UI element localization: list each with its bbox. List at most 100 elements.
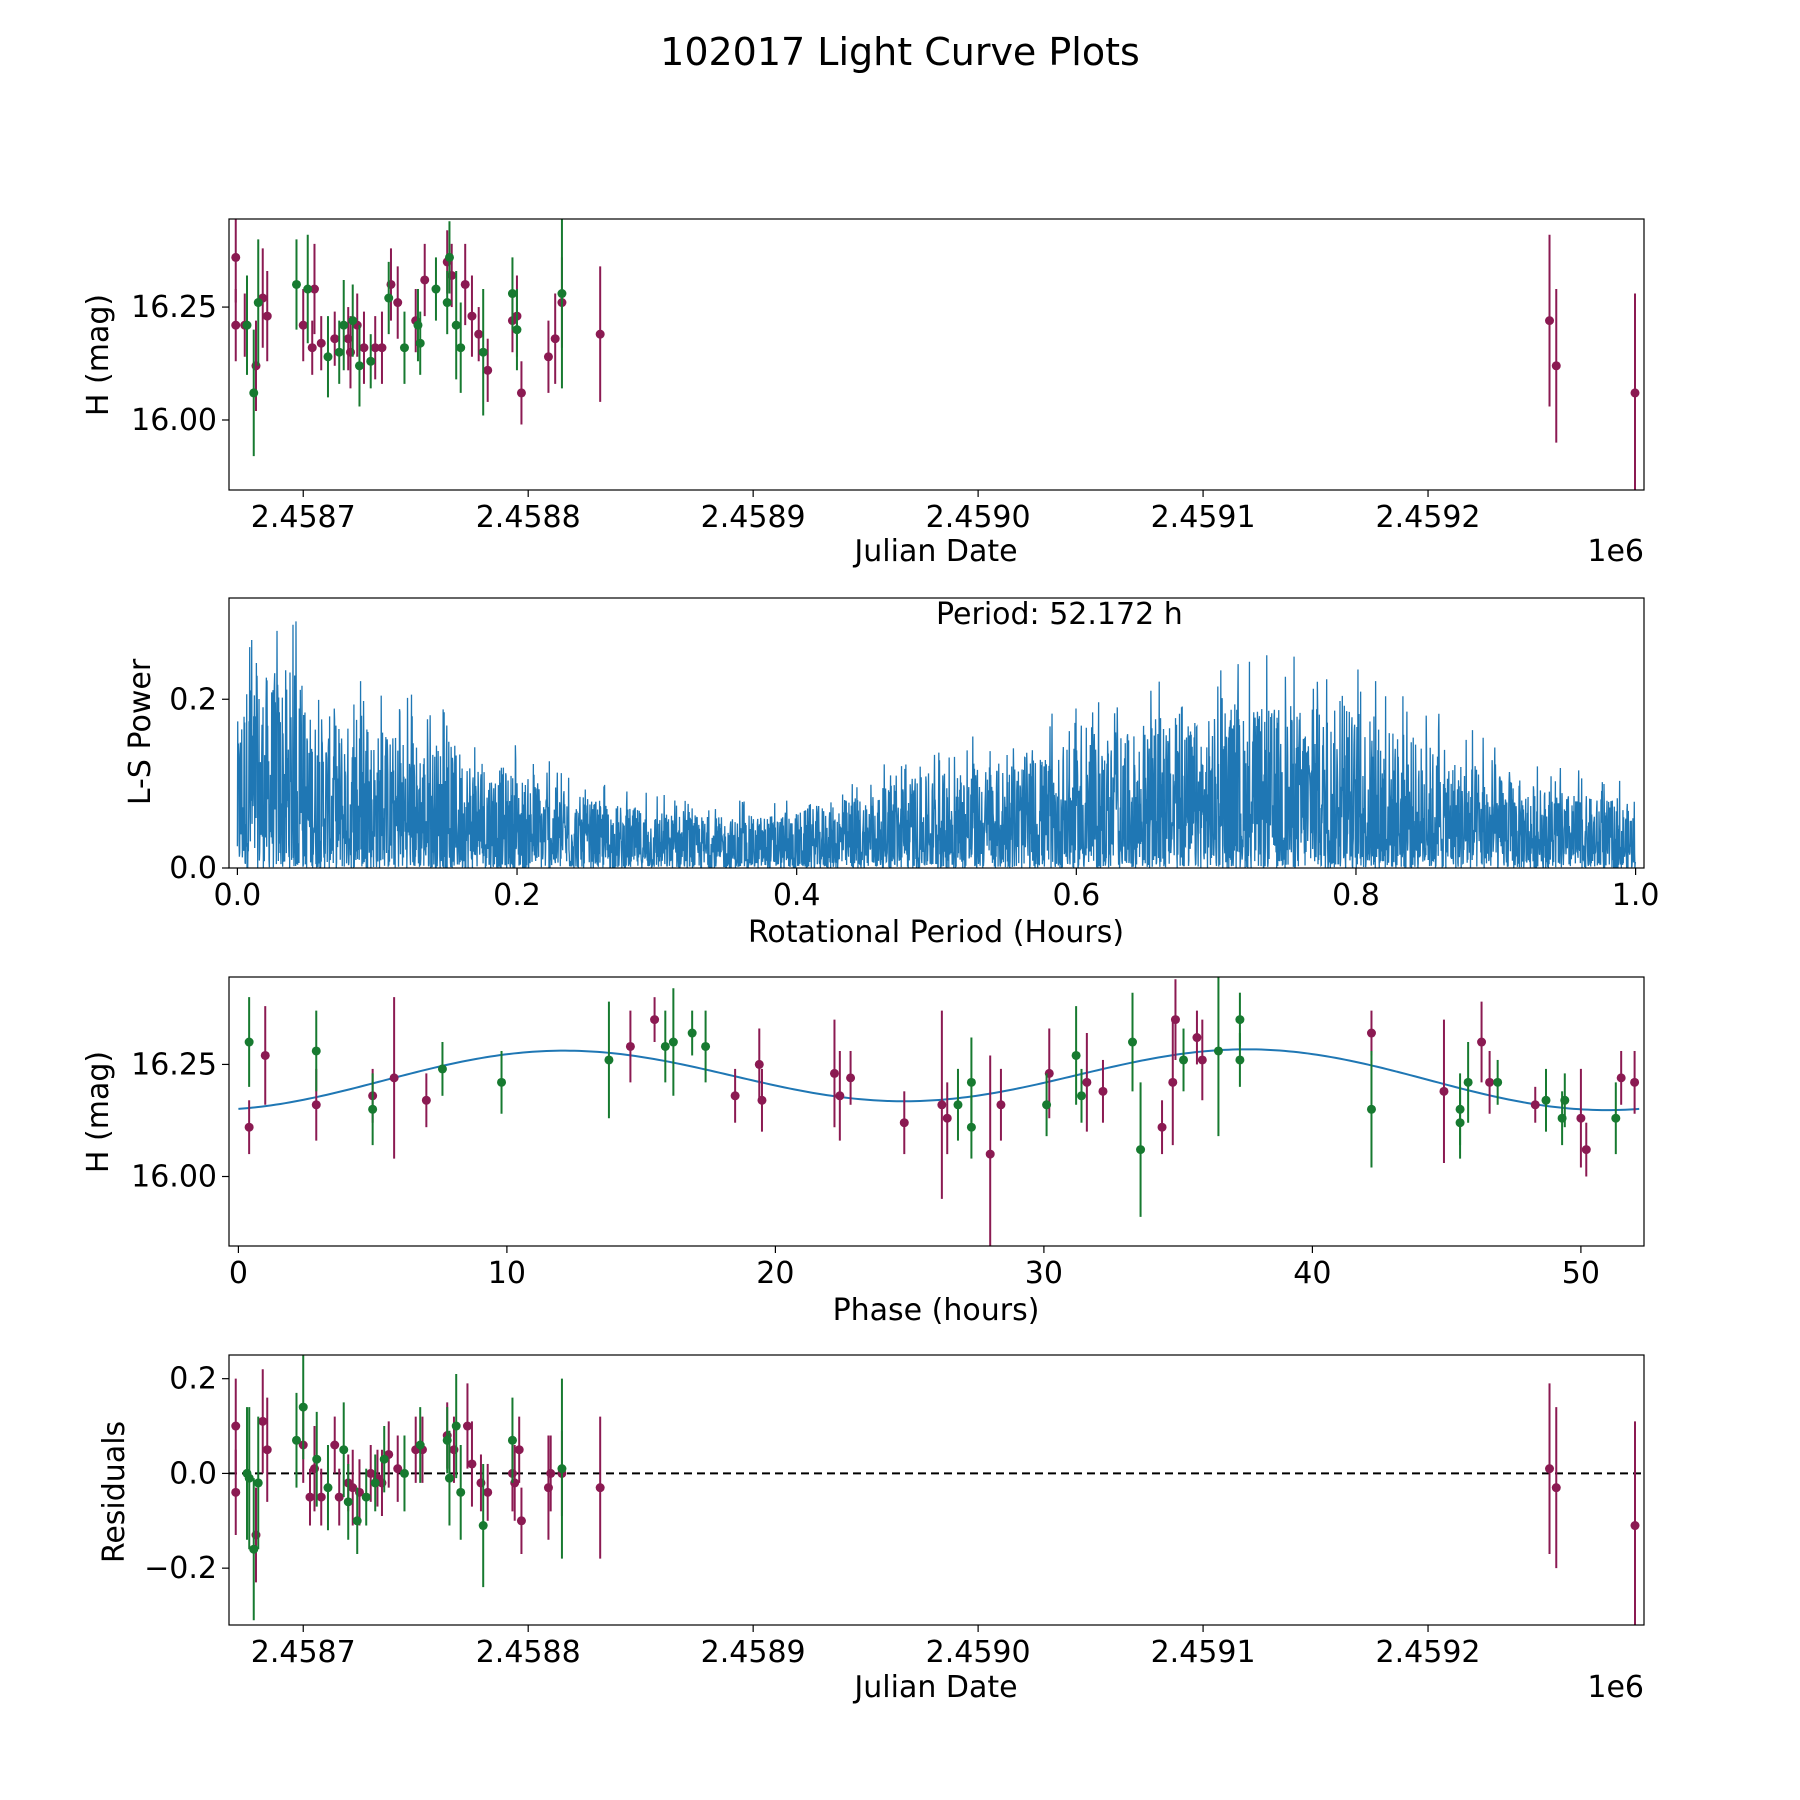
phased-green-point <box>1128 1037 1138 1047</box>
phased-xlabel: Phase (hours) <box>833 1293 1040 1328</box>
periodogram-frame <box>228 597 1645 869</box>
lightcurve-green-point <box>456 343 466 353</box>
residuals-green-point <box>379 1454 389 1464</box>
lightcurve-magenta-point <box>370 343 380 353</box>
phased-magenta-point <box>1170 1015 1180 1025</box>
residuals-green-point <box>415 1440 425 1450</box>
residuals-green-point <box>343 1497 353 1507</box>
lightcurve-green-point <box>451 320 461 330</box>
period-annotation: Period: 52.172 h <box>936 597 1183 632</box>
residuals-panel: Residuals Julian Date 1e6 2.4587 2.4588 2.… <box>97 1354 1645 1705</box>
periodogram-ylabel: L-S Power <box>123 658 158 805</box>
phased-green-point <box>701 1041 711 1051</box>
periodogram-xtick-label: 0.4 <box>773 878 821 913</box>
periodogram-xtick-label: 0.0 <box>214 878 262 913</box>
phased-magenta-point <box>835 1091 845 1101</box>
phased-green-point <box>1611 1113 1621 1123</box>
lightcurve-green-point <box>415 338 425 348</box>
phased-green-point <box>1235 1015 1245 1025</box>
residuals-green-point <box>249 1544 259 1554</box>
lightcurve-green-point <box>303 284 313 294</box>
lightcurve-magenta-point <box>262 311 272 321</box>
lightcurve-magenta-point <box>543 352 553 362</box>
lightcurve-magenta-point <box>393 298 403 308</box>
phased-magenta-point <box>730 1091 740 1101</box>
phased-green-point <box>1071 1050 1081 1060</box>
phased-panel: H (mag) Phase (hours) 0 10 20 30 40 50 16.00 16… <box>81 976 1645 1328</box>
lightcurve-magenta-point <box>420 275 430 285</box>
residuals-magenta-point <box>514 1445 524 1455</box>
lightcurve-xlabel: Julian Date <box>852 534 1017 569</box>
residuals-points <box>231 1355 1640 1625</box>
phased-xtick-label: 40 <box>1293 1256 1331 1291</box>
phased-green-point <box>1541 1095 1551 1105</box>
phased-magenta-point <box>1485 1077 1495 1087</box>
lightcurve-green-point <box>354 361 364 371</box>
residuals-magenta-point <box>334 1492 344 1502</box>
residuals-xtick-label: 2.4590 <box>926 1635 1031 1670</box>
residuals-magenta-point <box>348 1483 358 1493</box>
lightcurve-frame <box>228 218 1645 491</box>
phased-green-point <box>1366 1104 1376 1114</box>
residuals-ytick-label: −0.2 <box>144 1551 217 1586</box>
residuals-green-point <box>451 1421 461 1431</box>
lightcurve-green-point <box>507 289 517 299</box>
lightcurve-offset-label: 1e6 <box>1587 534 1644 569</box>
phased-ylabel: H (mag) <box>81 1051 116 1173</box>
residuals-magenta-point <box>330 1440 340 1450</box>
phased-green-point <box>311 1046 321 1056</box>
phased-xtick-label: 30 <box>1025 1256 1063 1291</box>
periodogram-line <box>236 621 1637 868</box>
residuals-magenta-point <box>366 1468 376 1478</box>
lightcurve-magenta-point <box>359 343 369 353</box>
periodogram-xtick-label: 0.6 <box>1052 878 1100 913</box>
figure-title: 102017 Light Curve Plots <box>660 30 1140 74</box>
residuals-ytick-label: 0.0 <box>169 1456 217 1491</box>
periodogram-xtick-label: 1.0 <box>1612 878 1660 913</box>
residuals-green-point <box>339 1445 349 1455</box>
lightcurve-xtick-label: 2.4589 <box>701 500 806 535</box>
lightcurve-magenta-point <box>467 311 477 321</box>
lightcurve-ytick-label: 16.25 <box>131 290 217 325</box>
residuals-magenta-point <box>231 1421 241 1431</box>
phased-magenta-point <box>996 1100 1006 1110</box>
lightcurve-xtick-label: 2.4592 <box>1376 500 1481 535</box>
phased-xtick-label: 10 <box>488 1256 526 1291</box>
phased-xtick-label: 0 <box>229 1256 248 1291</box>
periodogram-panel: L-S Power Rotational Period (Hours) 0.0 0… <box>123 597 1659 950</box>
residuals-magenta-point <box>262 1445 272 1455</box>
periodogram-xlabel: Rotational Period (Hours) <box>748 915 1124 950</box>
lightcurve-magenta-point <box>1630 388 1640 398</box>
lightcurve-green-point <box>442 298 452 308</box>
phased-green-point <box>497 1077 507 1087</box>
residuals-xtick-label: 2.4591 <box>1151 1635 1256 1670</box>
lightcurve-green-point <box>291 279 301 289</box>
lightcurve-ylabel: H (mag) <box>81 294 116 416</box>
phased-magenta-point <box>1197 1055 1207 1065</box>
lightcurve-magenta-point <box>550 334 560 344</box>
residuals-magenta-point <box>1545 1464 1555 1474</box>
phased-points <box>244 977 1640 1246</box>
phased-green-point <box>1560 1095 1570 1105</box>
phased-magenta-point <box>1630 1077 1640 1087</box>
phased-frame <box>228 976 1645 1247</box>
residuals-ylabel: Residuals <box>97 1421 132 1563</box>
residuals-frame <box>228 1354 1645 1626</box>
phased-magenta-point <box>942 1113 952 1123</box>
lightcurve-magenta-point <box>483 365 493 375</box>
phased-green-point <box>1076 1091 1086 1101</box>
residuals-green-point <box>456 1487 466 1497</box>
phased-ytick-label: 16.00 <box>131 1160 217 1195</box>
residuals-magenta-point <box>393 1464 403 1474</box>
residuals-green-point <box>507 1435 517 1445</box>
residuals-ytick-label: 0.2 <box>169 1362 217 1397</box>
lightcurve-green-point <box>348 316 358 326</box>
phased-plot-area: 0 10 20 30 40 50 16.00 16.25 <box>131 976 1645 1291</box>
periodogram-xtick-label: 0.2 <box>493 878 541 913</box>
phased-model-curve <box>238 1048 1640 1112</box>
phased-green-point <box>1235 1055 1245 1065</box>
residuals-green-point <box>291 1435 301 1445</box>
phased-green-point <box>437 1064 447 1074</box>
lightcurve-panel: H (mag) Julian Date 1e6 2.4587 2.4588 2.45… <box>81 218 1645 569</box>
